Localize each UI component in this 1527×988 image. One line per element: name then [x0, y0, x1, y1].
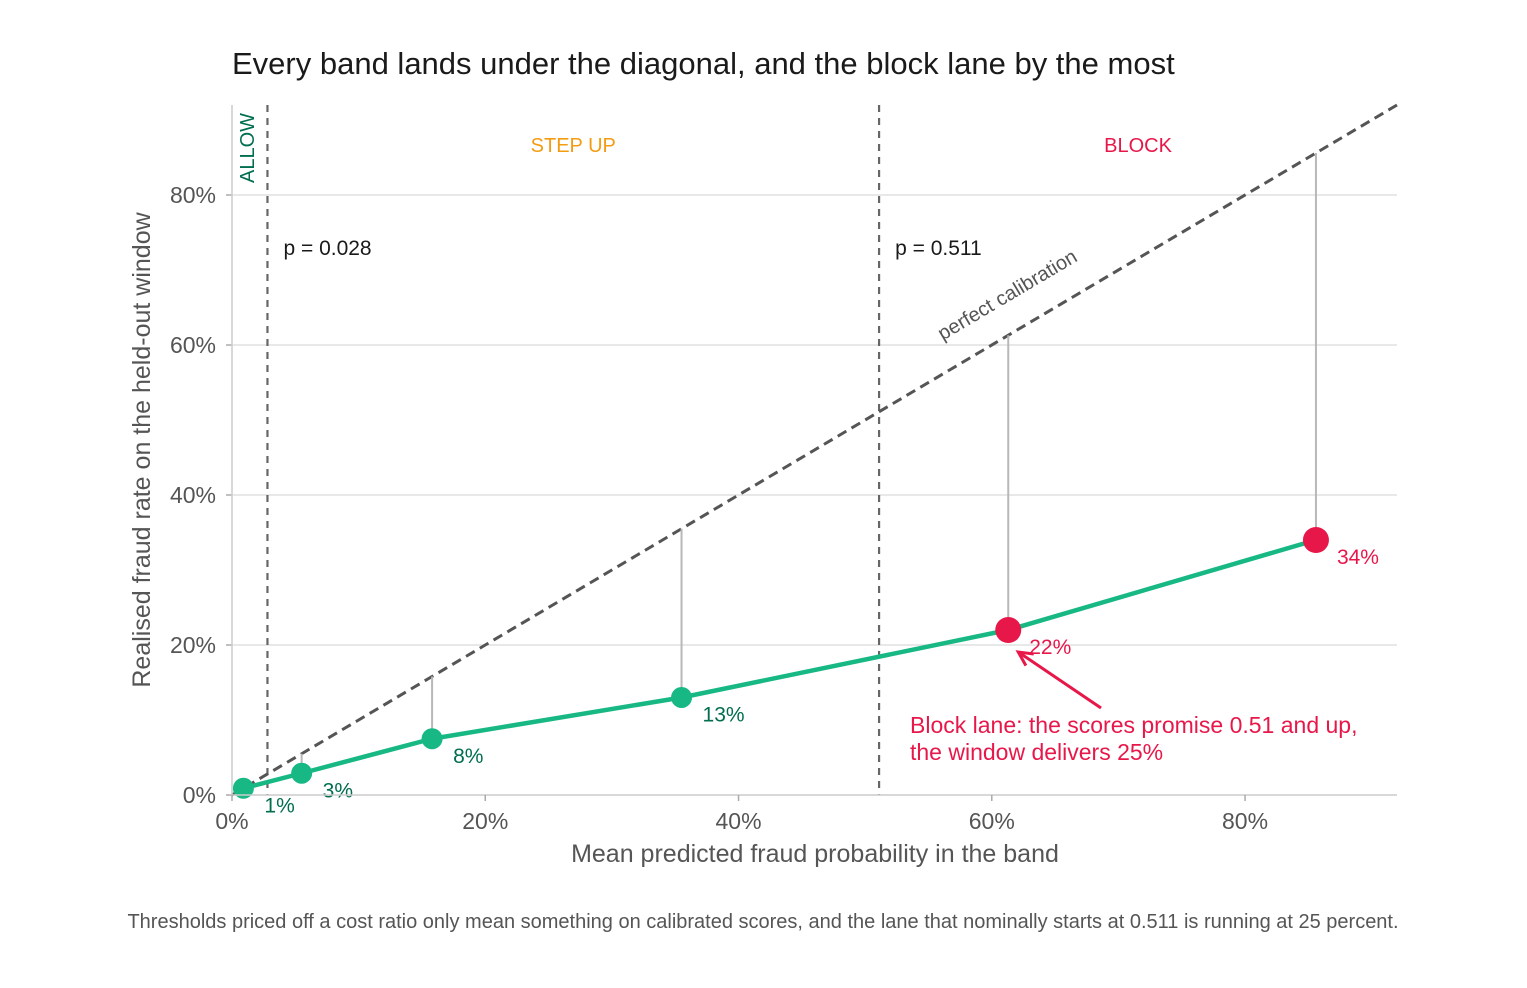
x-tick-label-0: 0%	[215, 808, 248, 834]
x-axis-label: Mean predicted fraud probability in the …	[571, 840, 1059, 868]
threshold-label-1: p = 0.511	[895, 237, 982, 260]
lane-label-block: BLOCK	[1104, 135, 1172, 157]
annotation-line-1: the window delivers 25%	[910, 739, 1163, 765]
series-layer: 1% 3% 8% 13% 22% 34%	[232, 527, 1379, 817]
annotation-arrow-shaft	[1017, 650, 1102, 710]
x-tick-label-2: 40%	[715, 808, 761, 834]
data-label-5: 34%	[1337, 546, 1379, 569]
x-tick-label-3: 60%	[969, 808, 1015, 834]
lane-label-allow: ALLOW	[237, 113, 259, 183]
data-label-4: 22%	[1029, 636, 1071, 659]
diagonal-layer: perfect calibration	[231, 103, 1398, 797]
chart-title: Every band lands under the diagonal, and…	[232, 46, 1175, 81]
data-label-2: 8%	[453, 745, 483, 768]
perfect-calibration-line	[231, 103, 1398, 797]
y-tick-label-1: 20%	[170, 632, 216, 658]
x-tick-label-1: 20%	[462, 808, 508, 834]
chart-caption: Thresholds priced off a cost ratio only …	[127, 911, 1398, 933]
annotation-line-0: Block lane: the scores promise 0.51 and …	[910, 712, 1357, 738]
y-tick-label-0: 0%	[183, 782, 216, 808]
axis-layer: 0% 20% 40% 60% 80% 0% 20% 40% 60% 80%	[170, 105, 1397, 834]
perfect-calibration-label: perfect calibration	[934, 246, 1081, 345]
y-tick-label-3: 60%	[170, 332, 216, 358]
lane-layer: p = 0.028 p = 0.511 ALLOW STEP UP BLOCK	[237, 105, 1173, 795]
data-point-4	[995, 617, 1022, 643]
grid-layer	[232, 194, 1397, 646]
data-point-5	[1302, 527, 1329, 553]
data-label-1: 3%	[323, 779, 353, 802]
y-axis-label: Realised fraud rate on the held-out wind…	[128, 211, 156, 687]
y-tick-label-4: 80%	[170, 182, 216, 208]
threshold-label-0: p = 0.028	[283, 237, 371, 260]
data-point-1	[291, 762, 313, 784]
y-tick-label-2: 40%	[170, 482, 216, 508]
data-point-0	[232, 777, 254, 799]
x-tick-label-4: 80%	[1222, 808, 1268, 834]
data-point-3	[671, 687, 693, 708]
gap-lines-layer	[300, 153, 1317, 774]
lane-label-step-up: STEP UP	[531, 135, 616, 157]
data-point-2	[421, 728, 443, 750]
annotation-layer: Block lane: the scores promise 0.51 and …	[910, 650, 1357, 765]
data-label-0: 1%	[264, 794, 294, 817]
annotation-arrow-head	[1015, 650, 1034, 667]
data-label-3: 13%	[703, 704, 745, 727]
